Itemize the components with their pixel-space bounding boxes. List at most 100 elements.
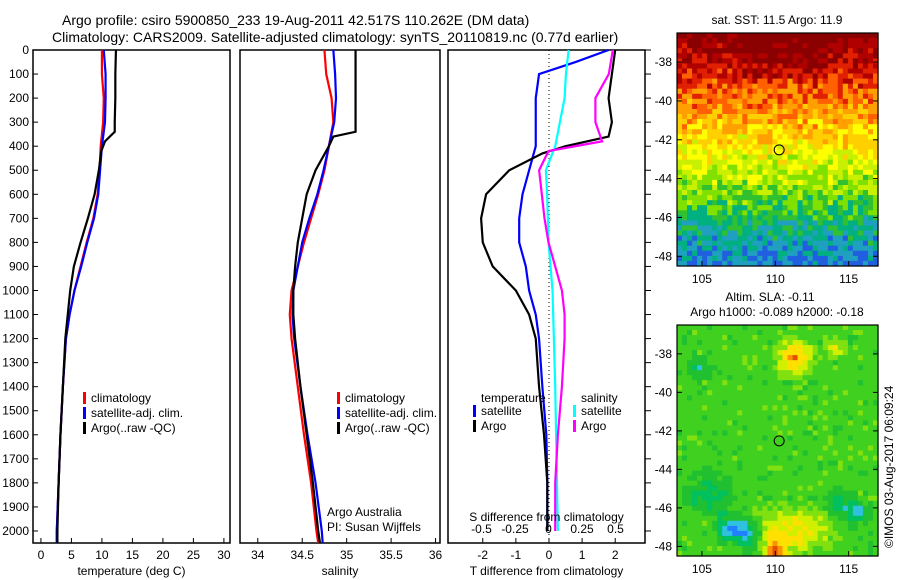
heatmap-cell (802, 33, 809, 39)
heatmap-cell (842, 530, 849, 537)
heatmap-cell (817, 78, 824, 85)
heatmap-cell (777, 73, 784, 80)
heatmap-cell (732, 445, 738, 452)
heatmap-cell (802, 225, 809, 232)
heatmap-cell (677, 340, 683, 346)
heatmap-cell (847, 380, 854, 386)
heatmap-cell (862, 415, 869, 422)
heatmap-cell (762, 380, 769, 386)
heatmap-cell (832, 220, 839, 227)
heatmap-cell (862, 360, 869, 366)
heatmap-cell (747, 169, 754, 176)
heatmap-cell (767, 480, 774, 487)
heatmap-cell (742, 520, 748, 527)
heatmap-cell (732, 335, 738, 341)
heatmap-cell (802, 149, 809, 156)
heatmap-cell (847, 345, 854, 351)
heatmap-cell (687, 235, 693, 242)
heatmap-cell (873, 43, 879, 49)
heatmap-cell (797, 430, 804, 437)
heatmap-cell (742, 335, 748, 341)
heatmap-cell (873, 460, 879, 467)
heatmap-cell (722, 395, 728, 401)
heatmap-cell (873, 149, 879, 156)
heatmap-cell (807, 445, 814, 452)
heatmap-cell (767, 129, 774, 135)
heatmap-cell (707, 460, 713, 467)
heatmap-cell (692, 33, 698, 39)
heatmap-cell (862, 325, 869, 331)
heatmap-cell (777, 450, 784, 457)
heatmap-cell (747, 551, 754, 557)
heatmap-cell (842, 195, 849, 201)
heatmap-cell (772, 355, 779, 361)
heatmap-cell (697, 195, 703, 201)
heatmap-cell (832, 380, 839, 386)
heatmap-cell (772, 415, 779, 422)
heatmap-cell (762, 360, 769, 366)
heatmap-cell (827, 520, 834, 527)
heatmap-cell (873, 185, 879, 191)
heatmap-cell (802, 525, 809, 532)
heatmap-cell (868, 390, 874, 396)
heatmap-cell (868, 365, 874, 371)
heatmap-cell (857, 375, 864, 381)
lat-tick-label: -48 (655, 539, 673, 553)
heatmap-cell (702, 475, 708, 482)
heatmap-cell (752, 210, 759, 216)
heatmap-cell (732, 480, 738, 487)
heatmap-cell (757, 430, 764, 437)
heatmap-cell (787, 445, 794, 452)
heatmap-cell (717, 500, 723, 507)
heatmap-cell (687, 540, 693, 547)
heatmap-cell (702, 205, 708, 211)
heatmap-cell (722, 185, 728, 191)
heatmap-cell (702, 510, 708, 517)
heatmap-cell (802, 450, 809, 457)
heatmap-cell (737, 345, 743, 351)
heatmap-cell (747, 154, 754, 161)
heatmap-cell (822, 405, 829, 411)
heatmap-cell (732, 546, 738, 552)
heatmap-cell (782, 375, 789, 381)
heatmap-cell (757, 475, 764, 482)
heatmap-cell (757, 375, 764, 381)
heatmap-cell (802, 78, 809, 85)
heatmap-cell (742, 240, 748, 247)
heatmap-cell (822, 420, 829, 427)
heatmap-cell (817, 73, 824, 80)
heatmap-cell (822, 410, 829, 417)
heatmap-cell (857, 410, 864, 417)
heatmap-cell (677, 48, 683, 54)
heatmap-cell (682, 250, 688, 257)
heatmap-cell (857, 350, 864, 356)
heatmap-cell (712, 450, 718, 457)
heatmap-cell (837, 144, 844, 151)
heatmap-cell (682, 174, 688, 181)
heatmap-cell (762, 385, 769, 391)
heatmap-cell (812, 164, 819, 171)
y-tick-label: 1700 (2, 452, 29, 466)
heatmap-cell (752, 93, 759, 100)
series-t-argo (480, 49, 617, 531)
heatmap-cell (762, 38, 769, 44)
heatmap-cell (852, 98, 859, 105)
heatmap-cell (732, 360, 738, 366)
heatmap-cell (817, 395, 824, 401)
heatmap-cell (797, 340, 804, 346)
heatmap-cell (772, 470, 779, 477)
heatmap-cell (857, 255, 864, 262)
heatmap-cell (687, 179, 693, 186)
heatmap-cell (842, 430, 849, 437)
heatmap-cell (777, 480, 784, 487)
heatmap-cell (827, 149, 834, 156)
heatmap-cell (732, 230, 738, 237)
heatmap-cell (727, 235, 733, 242)
heatmap-cell (767, 510, 774, 517)
heatmap-cell (827, 465, 834, 472)
heatmap-cell (677, 440, 683, 447)
heatmap-cell (747, 78, 754, 85)
heatmap-cell (727, 385, 733, 391)
heatmap-cell (732, 109, 738, 115)
heatmap-cell (832, 215, 839, 221)
